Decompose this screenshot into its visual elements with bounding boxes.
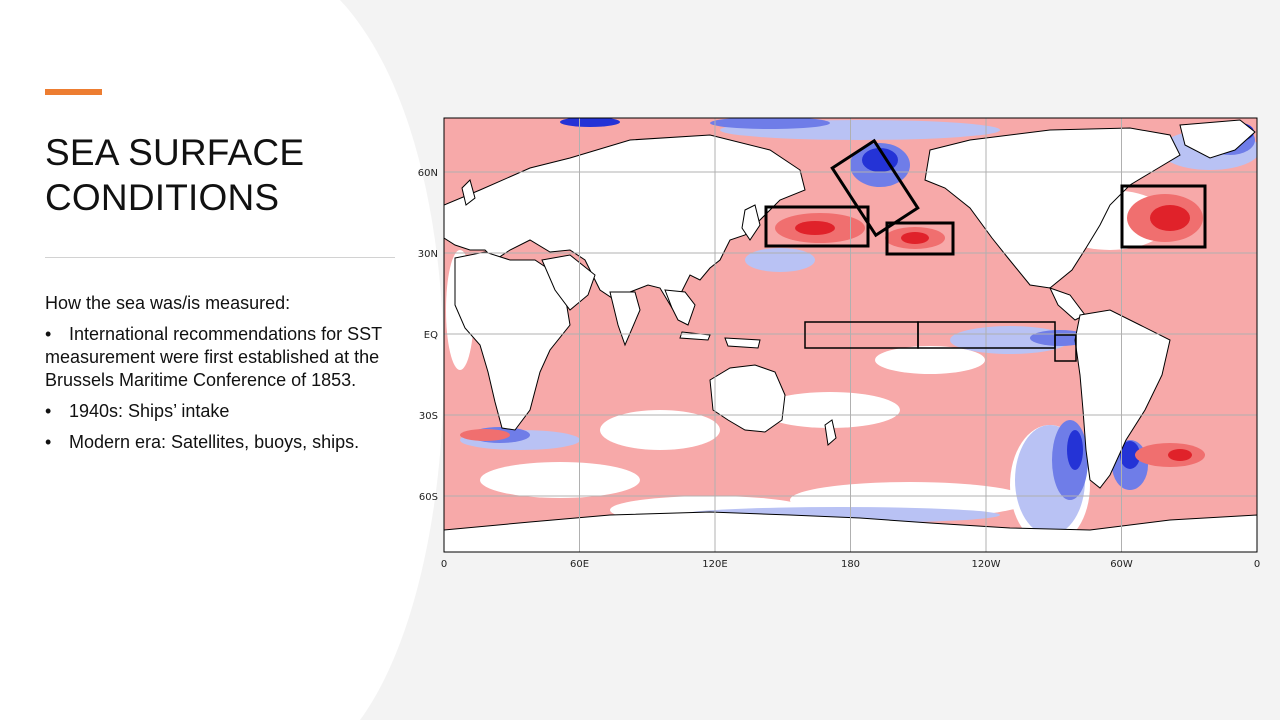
lon-label: 0	[1254, 559, 1260, 570]
land-mass	[741, 204, 761, 241]
anomaly-patch	[1120, 441, 1140, 469]
land-mass	[824, 419, 837, 446]
lon-label: 120E	[702, 559, 727, 570]
anomaly-patch	[760, 392, 900, 428]
lon-label: 0	[441, 559, 447, 570]
land-mass	[541, 254, 596, 311]
anomaly-patch	[1168, 449, 1192, 461]
bullet-text: 1940s: Ships’ intake	[69, 401, 230, 421]
lon-label: 60W	[1110, 559, 1133, 570]
bullet-dot: •	[45, 324, 52, 344]
land-mass	[724, 337, 761, 349]
slide-title: SEA SURFACE CONDITIONS	[45, 132, 305, 218]
bullet-dot: •	[45, 401, 52, 421]
anomaly-patch	[710, 118, 830, 129]
index-region-boxes	[764, 138, 1207, 362]
anomaly-patch	[560, 118, 620, 127]
body-intro: How the sea was/is measured:	[45, 293, 291, 313]
land-layer	[444, 119, 1257, 552]
lon-label: 180	[841, 559, 860, 570]
bullet-item: • 1940s: Ships’ intake	[45, 400, 390, 423]
north-atlantic-box	[1120, 184, 1207, 249]
bullet-item: • Modern era: Satellites, buoys, ships.	[45, 431, 390, 454]
kuroshio-extension-box	[764, 205, 870, 248]
lat-label: EQ	[424, 330, 438, 341]
title-accent-bar	[45, 89, 102, 95]
sst-anomaly-map: 60N 30N EQ 30S 60S 0 60E 120E 180 120W 6…	[418, 117, 1260, 570]
nino1-2-box	[1054, 334, 1077, 362]
bullet-item: • International recommendations for SST m…	[45, 323, 390, 392]
land-mass	[609, 291, 641, 347]
land-mass	[1179, 119, 1256, 159]
north-pacific-box	[885, 221, 955, 256]
slide-body: How the sea was/is measured: • Internatio…	[45, 292, 390, 462]
anomaly-patch	[600, 410, 720, 450]
land-mass	[461, 179, 476, 206]
anomaly-patch	[795, 221, 835, 235]
lon-label: 120W	[972, 559, 1001, 570]
lat-label: 60N	[418, 168, 438, 179]
anomaly-patch	[901, 232, 929, 244]
lat-label: 30S	[419, 411, 438, 422]
bullet-text: International recommendations for SST me…	[45, 324, 382, 390]
bullet-list: • International recommendations for SST m…	[45, 323, 390, 454]
bullet-dot: •	[45, 432, 52, 452]
latitude-labels: 60N 30N EQ 30S 60S	[418, 168, 438, 503]
lat-label: 60S	[419, 492, 438, 503]
land-mass	[454, 251, 571, 431]
anomaly-patch	[1067, 430, 1083, 470]
land-mass	[664, 289, 696, 326]
anomaly-patch	[745, 248, 815, 272]
lon-label: 60E	[570, 559, 589, 570]
land-mass	[1074, 309, 1171, 489]
lat-label: 30N	[418, 249, 438, 260]
anomaly-patch	[1150, 205, 1190, 231]
longitude-labels: 0 60E 120E 180 120W 60W 0	[441, 559, 1260, 570]
anomaly-patch	[480, 462, 640, 498]
anomaly-patch	[875, 346, 985, 374]
land-mass	[924, 127, 1181, 289]
title-divider	[45, 257, 395, 258]
bullet-text: Modern era: Satellites, buoys, ships.	[69, 432, 360, 452]
anomaly-patch	[460, 429, 510, 441]
map-frame	[443, 117, 1258, 553]
